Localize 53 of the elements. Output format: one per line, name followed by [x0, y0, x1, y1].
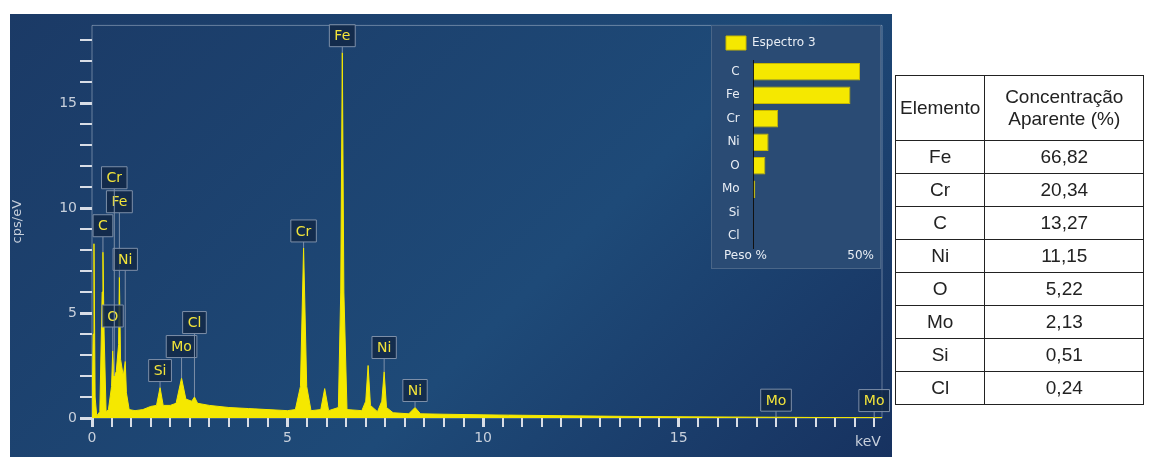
annotation: Cl	[187, 314, 202, 331]
annotation: Mo	[171, 338, 192, 355]
y-tick-label: 10	[59, 198, 77, 215]
category-label: Mo	[895, 305, 985, 339]
annotation: Cr	[106, 169, 123, 186]
data-label: 13,27	[984, 206, 1144, 240]
annotation: Ni	[376, 339, 392, 356]
category-label: Ni	[895, 239, 985, 273]
x-tick-label: 10	[474, 429, 492, 446]
data-label: 11,15	[984, 239, 1144, 273]
legend-label: Espectro 3	[752, 35, 816, 50]
category-label: Fe	[895, 140, 985, 174]
category-label: Cr	[895, 173, 985, 207]
annotation: 50%	[847, 248, 874, 263]
annotation: Fe	[334, 27, 351, 44]
annotation: Mo	[765, 391, 787, 408]
annotation: Ni	[118, 250, 133, 267]
annotation: Ni	[407, 382, 423, 399]
y-tick-label: Cr	[726, 110, 740, 125]
data-label: 5,22	[984, 272, 1144, 306]
data-label: 0,51	[984, 338, 1144, 372]
annotation: Si	[153, 362, 167, 379]
y-tick-label: Fe	[726, 87, 740, 102]
y-tick-label: Si	[728, 204, 740, 219]
y-tick-label: C	[731, 63, 740, 78]
annotation: C	[98, 217, 109, 234]
x-tick-label: 0	[87, 429, 97, 446]
annotation: Fe	[111, 193, 128, 210]
category-label: O	[895, 272, 985, 306]
y-tick-label: Ni	[727, 134, 740, 149]
y-tick-label: Cl	[727, 228, 740, 243]
x-axis-title: Peso %	[724, 248, 768, 263]
data-label: 20,34	[984, 173, 1144, 207]
x-axis-title: keV	[855, 432, 882, 449]
y-tick-label: 15	[59, 93, 77, 110]
annotation: Cr	[295, 222, 312, 239]
y-tick-label: 5	[68, 303, 77, 320]
data-label: 66,82	[984, 140, 1144, 174]
category-label: Cl	[895, 371, 985, 405]
x-tick-label: 15	[669, 429, 688, 446]
category-label: Si	[895, 338, 985, 372]
category-label: C	[895, 206, 985, 240]
data-label: 0,24	[984, 371, 1144, 405]
annotation: Mo	[863, 392, 885, 409]
text: Concentração Aparente (%)	[984, 75, 1144, 141]
y-tick-label: O	[730, 157, 740, 172]
annotation: O	[107, 307, 119, 324]
x-tick-label: 5	[283, 429, 293, 446]
y-axis-title: cps/eV	[9, 199, 25, 244]
y-tick-label: 0	[68, 408, 77, 425]
data-label: 2,13	[984, 305, 1144, 339]
y-tick-label: Mo	[721, 181, 740, 196]
text: Elemento	[895, 75, 985, 141]
